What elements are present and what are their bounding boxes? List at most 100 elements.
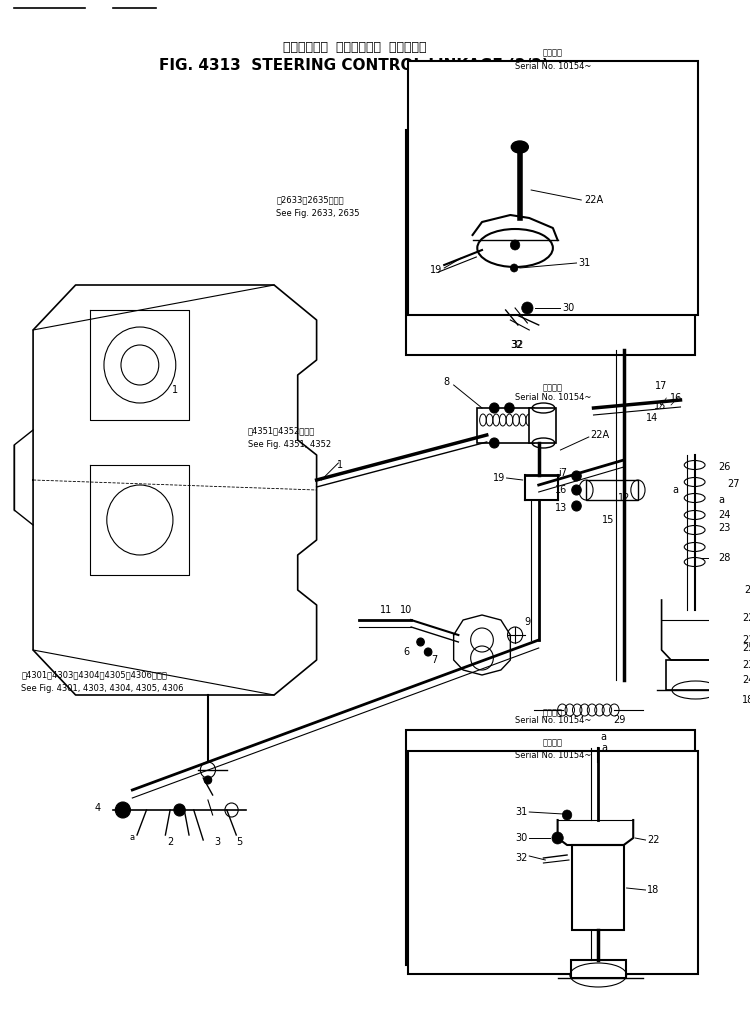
Text: 1: 1 <box>172 385 178 395</box>
Bar <box>406 130 694 355</box>
Text: 25: 25 <box>742 642 750 653</box>
Circle shape <box>572 471 581 481</box>
Text: 32: 32 <box>512 340 524 350</box>
Circle shape <box>204 776 212 784</box>
Text: 適用番号: 適用番号 <box>543 49 563 58</box>
Text: 31: 31 <box>578 258 591 268</box>
Text: 18: 18 <box>742 695 750 705</box>
Text: 3: 3 <box>214 837 220 847</box>
Bar <box>407 61 698 315</box>
Bar <box>572 845 624 930</box>
Text: 30: 30 <box>515 833 527 843</box>
Text: 22: 22 <box>652 795 664 805</box>
Text: 21: 21 <box>742 635 750 645</box>
Text: 4: 4 <box>95 803 101 813</box>
Text: 24: 24 <box>742 675 750 685</box>
Text: 笥4301、4303、4304、4305、4306図参照: 笥4301、4303、4304、4305、4306図参照 <box>21 670 167 679</box>
Text: 適用番号: 適用番号 <box>543 738 563 747</box>
Circle shape <box>552 832 563 844</box>
Bar <box>530 408 556 443</box>
Circle shape <box>522 302 533 314</box>
Text: 32: 32 <box>515 853 527 863</box>
Text: 31: 31 <box>584 253 596 263</box>
Text: a: a <box>602 743 608 753</box>
Text: Serial No. 10154~: Serial No. 10154~ <box>514 62 591 71</box>
Text: 12: 12 <box>617 493 630 503</box>
Circle shape <box>490 403 499 413</box>
Ellipse shape <box>512 141 528 153</box>
Text: 適用番号: 適用番号 <box>543 383 563 392</box>
Bar <box>477 408 534 443</box>
Circle shape <box>490 438 499 448</box>
Bar <box>577 790 624 870</box>
Text: a: a <box>600 732 606 742</box>
Text: 30: 30 <box>562 303 574 313</box>
Bar <box>567 920 633 945</box>
Text: 19: 19 <box>448 263 460 273</box>
Text: See Fig. 4301, 4303, 4304, 4305, 4306: See Fig. 4301, 4303, 4304, 4305, 4306 <box>21 684 184 693</box>
Text: 16: 16 <box>555 485 567 495</box>
Circle shape <box>522 296 533 308</box>
Text: 19: 19 <box>493 473 506 483</box>
Text: 22A: 22A <box>591 430 610 439</box>
Text: 30: 30 <box>511 825 523 835</box>
Circle shape <box>116 802 130 818</box>
Circle shape <box>572 501 581 511</box>
Text: 16: 16 <box>670 393 682 403</box>
Text: 11: 11 <box>380 605 392 615</box>
Text: 9: 9 <box>524 617 530 627</box>
Circle shape <box>562 810 572 820</box>
Text: 22A: 22A <box>591 193 610 203</box>
Text: 27: 27 <box>728 479 740 489</box>
Circle shape <box>510 264 518 272</box>
Text: 30: 30 <box>582 297 595 307</box>
Text: 2: 2 <box>167 837 173 847</box>
Text: ステアリング  コントロール  リンケージ: ステアリング コントロール リンケージ <box>283 41 426 54</box>
Bar <box>406 730 694 965</box>
Text: 24: 24 <box>718 510 730 520</box>
Text: 26: 26 <box>718 462 730 472</box>
Text: 15: 15 <box>602 515 614 525</box>
Text: 14: 14 <box>646 413 658 423</box>
Text: 適用番号: 適用番号 <box>543 708 563 717</box>
Text: 28: 28 <box>718 553 730 563</box>
Text: 32: 32 <box>510 848 523 858</box>
Text: 笥2633、2635図参照: 笥2633、2635図参照 <box>277 195 344 204</box>
Circle shape <box>174 804 185 816</box>
Circle shape <box>510 240 520 250</box>
Text: a: a <box>718 495 724 505</box>
Text: a: a <box>673 485 679 495</box>
Circle shape <box>505 403 515 413</box>
Circle shape <box>572 485 581 495</box>
Text: 17: 17 <box>656 381 668 391</box>
Text: 8: 8 <box>443 377 449 387</box>
Circle shape <box>510 257 520 267</box>
Circle shape <box>417 638 424 646</box>
Bar <box>571 960 626 978</box>
Text: 18: 18 <box>652 870 664 880</box>
Text: 5: 5 <box>236 837 242 847</box>
Circle shape <box>557 803 567 813</box>
Text: 22: 22 <box>744 585 750 595</box>
Text: 7: 7 <box>431 655 438 665</box>
Text: a: a <box>130 833 135 842</box>
Text: Serial No. 10154~: Serial No. 10154~ <box>514 716 591 725</box>
Bar <box>586 480 638 500</box>
Text: 31: 31 <box>515 807 527 817</box>
Text: See Fig. 2633, 2635: See Fig. 2633, 2635 <box>277 209 360 218</box>
Text: 23: 23 <box>718 523 730 533</box>
Text: i7: i7 <box>558 468 567 478</box>
Text: 10: 10 <box>400 605 412 615</box>
Text: 29: 29 <box>613 715 626 725</box>
Bar <box>407 751 698 974</box>
Text: 19: 19 <box>430 265 442 275</box>
Text: 22A: 22A <box>584 195 603 205</box>
Bar <box>666 660 723 690</box>
Text: 23: 23 <box>742 660 750 670</box>
Text: 15: 15 <box>653 401 666 411</box>
Text: 22: 22 <box>647 835 660 845</box>
Text: 13: 13 <box>555 503 567 513</box>
Text: Serial No. 10154~: Serial No. 10154~ <box>514 751 591 760</box>
Text: 6: 6 <box>404 647 410 657</box>
Text: 18: 18 <box>647 885 660 895</box>
